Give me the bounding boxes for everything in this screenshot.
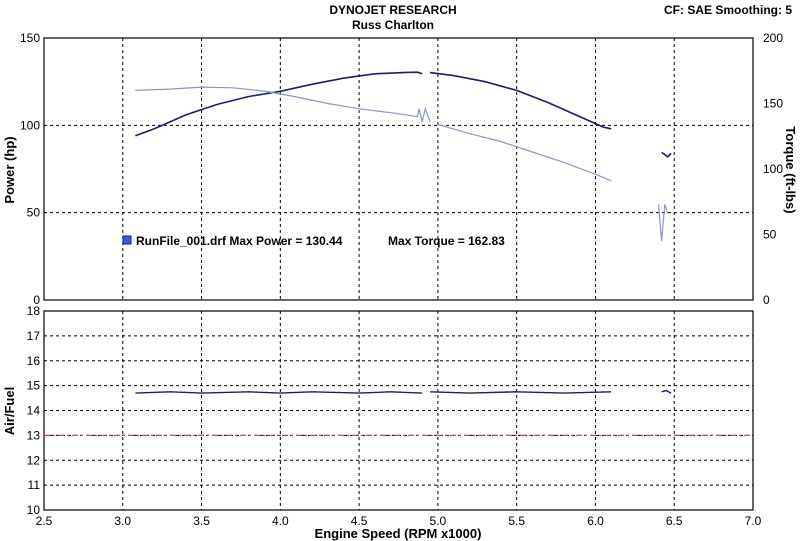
- power-tick-label: 150: [20, 31, 40, 45]
- bottom-tick-labels: 10 11 12 13 14 15 16 17 18: [27, 304, 41, 517]
- torque-curve: [437, 123, 612, 182]
- air-fuel-tick-label: 14: [27, 404, 41, 418]
- power-tick-label: 100: [20, 118, 40, 132]
- air-fuel-tick-label: 12: [27, 453, 41, 467]
- air-fuel-curve: [135, 391, 423, 394]
- top-tick-labels: 0 50 100 150 0 50 100 150 200: [20, 31, 783, 307]
- air-fuel-tick-label: 10: [27, 503, 41, 517]
- cf-smoothing-info: CF: SAE Smoothing: 5: [664, 3, 792, 17]
- bottom-series-lines: [135, 389, 672, 394]
- x-axis-label: Engine Speed (RPM x1000): [315, 526, 482, 541]
- bottom-gridlines: [44, 311, 753, 510]
- top-gridlines: [44, 38, 753, 300]
- x-tick-label: 4.5: [351, 514, 368, 528]
- air-fuel-tick-label: 16: [27, 354, 41, 368]
- air-fuel-tick-label: 13: [27, 428, 41, 442]
- x-tick-label: 2.5: [36, 514, 53, 528]
- x-tick-label: 3.0: [114, 514, 131, 528]
- air-fuel-tick-label: 18: [27, 304, 41, 318]
- power-curve: [429, 71, 612, 130]
- top-plot-frame: [43, 37, 754, 301]
- power-curve: [135, 71, 423, 137]
- chart-title: DYNOJET RESEARCH: [329, 3, 456, 17]
- power-tick-label: 0: [33, 293, 40, 307]
- torque-tick-label: 50: [763, 228, 777, 242]
- x-tick-label: 6.5: [666, 514, 683, 528]
- torque-tick-label: 0: [763, 293, 770, 307]
- x-tick-labels: 2.5 3.0 3.5 4.0 4.5 5.0 5.5 6.0 6.5 7.0: [36, 514, 762, 528]
- power-axis-label: Power (hp): [2, 136, 17, 203]
- power-curve: [661, 151, 672, 158]
- torque-tick-label: 150: [763, 97, 783, 111]
- x-tick-label: 7.0: [745, 514, 762, 528]
- power-torque-panel: 0 50 100 150 0 50 100 150 200 Power (hp) Torque …: [2, 31, 798, 307]
- torque-tick-label: 200: [763, 31, 783, 45]
- torque-curve: [657, 204, 669, 242]
- air-fuel-tick-label: 15: [27, 379, 41, 393]
- air-fuel-tick-label: 17: [27, 329, 41, 343]
- air-fuel-curve: [661, 389, 672, 394]
- air-fuel-curve: [429, 391, 612, 394]
- torque-tick-label: 100: [763, 162, 783, 176]
- x-tick-label: 4.0: [272, 514, 289, 528]
- legend-swatch: [122, 235, 132, 245]
- air-fuel-tick-label: 11: [28, 478, 41, 492]
- torque-curve: [135, 86, 431, 123]
- top-series-lines: [135, 71, 672, 242]
- torque-axis-label: Torque (ft-lbs): [783, 126, 798, 213]
- air-fuel-axis-label: Air/Fuel: [2, 387, 17, 435]
- legend-max-power: RunFile_001.drf Max Power = 130.44: [136, 234, 343, 248]
- power-tick-label: 50: [27, 206, 41, 220]
- x-tick-label: 5.5: [508, 514, 525, 528]
- x-tick-label: 3.5: [193, 514, 210, 528]
- legend-max-torque: Max Torque = 162.83: [388, 234, 505, 248]
- x-tick-label: 6.0: [587, 514, 604, 528]
- air-fuel-panel: 10 11 12 13 14 15 16 17 18 Air/Fuel: [2, 304, 754, 517]
- chart-subtitle: Russ Charlton: [352, 18, 434, 32]
- x-tick-label: 5.0: [430, 514, 447, 528]
